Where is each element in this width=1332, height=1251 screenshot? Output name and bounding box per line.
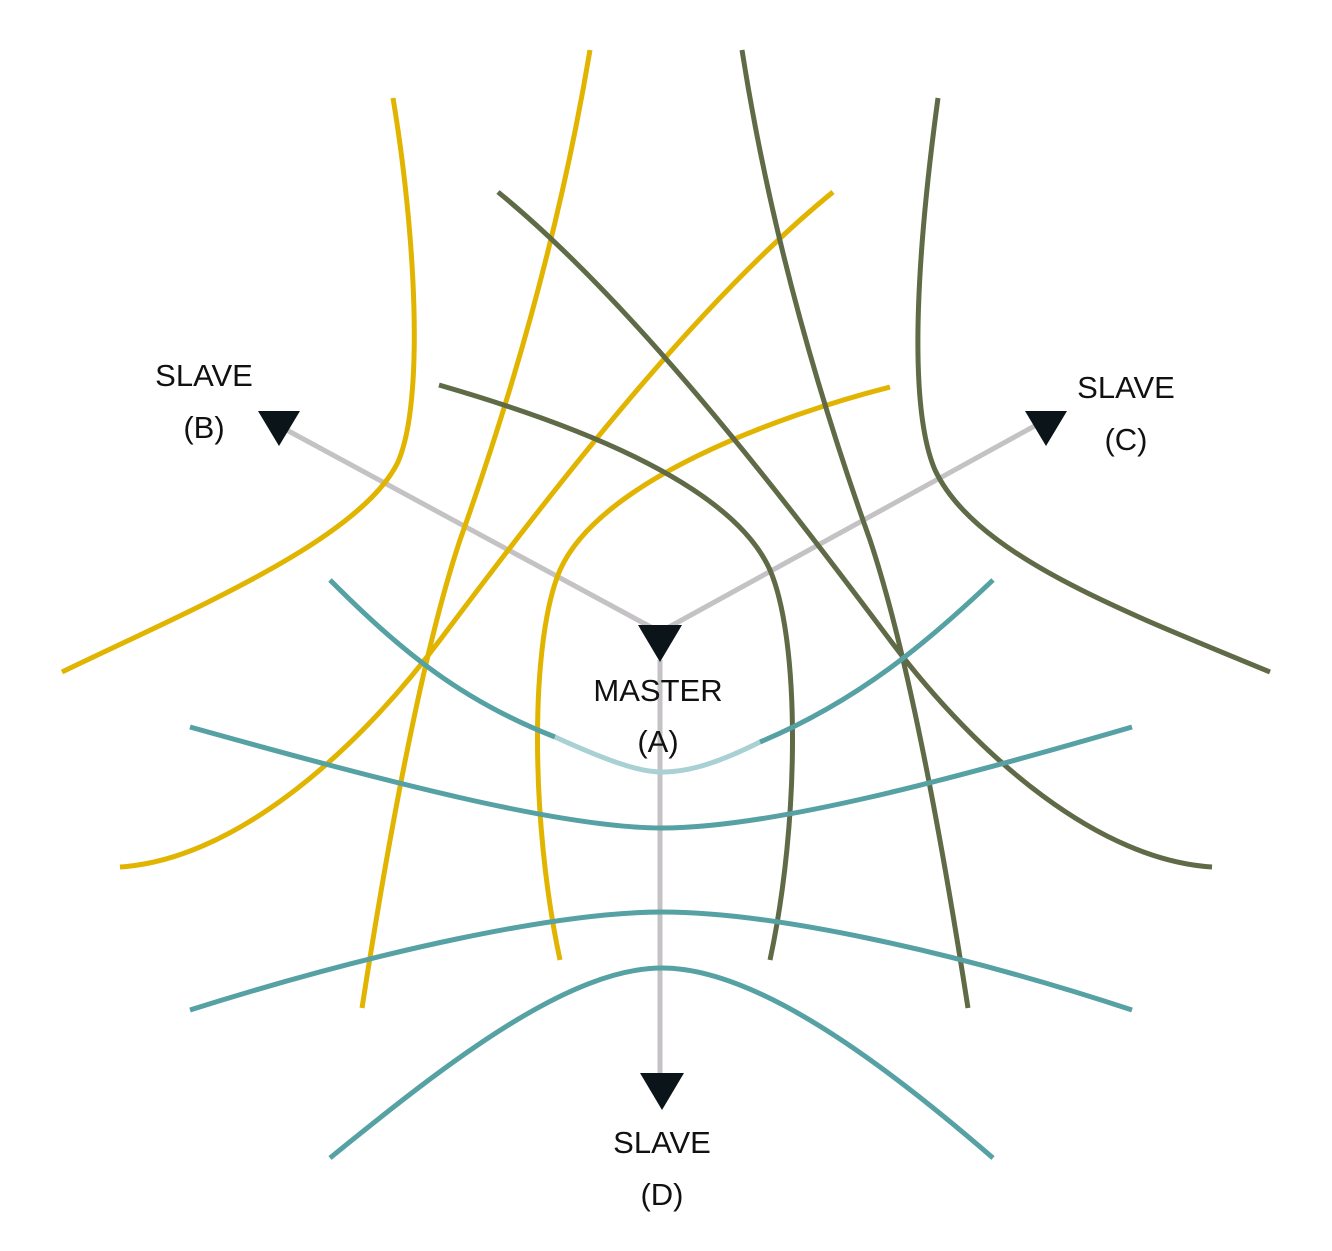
station-c-marker xyxy=(1025,411,1067,446)
hyperbolas-a-b xyxy=(60,49,891,1009)
hyperbolas-a-d xyxy=(189,578,1133,1160)
olive-hyperbola-2 xyxy=(739,49,971,1009)
master-a-label-line2: (A) xyxy=(637,724,678,759)
yellow-hyperbola-2 xyxy=(359,49,593,1009)
teal-hyperbola-1-highlight xyxy=(553,734,762,775)
slave-b-label-line1: SLAVE xyxy=(155,358,253,393)
olive-hyperbola-1 xyxy=(915,97,1271,675)
slave-d-label-line2: (D) xyxy=(640,1177,683,1212)
teal-hyperbola-4 xyxy=(328,965,995,1160)
baselines xyxy=(281,420,1042,1085)
slave-c-label-line2: (C) xyxy=(1104,422,1147,457)
yellow-hyperbola-1 xyxy=(60,97,417,675)
teal-hyperbola-3 xyxy=(189,909,1133,1013)
baseline-a-c xyxy=(658,420,1042,635)
slave-b-label-line2: (B) xyxy=(183,410,224,445)
baseline-a-b xyxy=(281,425,662,635)
teal-hyperbola-1-right xyxy=(759,578,995,745)
station-d-marker xyxy=(640,1073,684,1110)
master-a-label-line1: MASTER xyxy=(593,673,722,708)
slave-d-label-line1: SLAVE xyxy=(613,1125,711,1160)
station-labels: SLAVE (B) SLAVE (C) MASTER (A) SLAVE (D) xyxy=(155,358,1175,1212)
teal-hyperbola-2 xyxy=(189,724,1133,831)
station-a-marker xyxy=(638,625,682,662)
teal-hyperbola-1 xyxy=(328,578,556,740)
slave-c-label-line1: SLAVE xyxy=(1077,370,1175,405)
yellow-hyperbola-3 xyxy=(119,190,835,870)
station-b-marker xyxy=(258,411,300,446)
station-markers xyxy=(258,411,1067,1110)
olive-hyperbola-3 xyxy=(496,190,1213,870)
